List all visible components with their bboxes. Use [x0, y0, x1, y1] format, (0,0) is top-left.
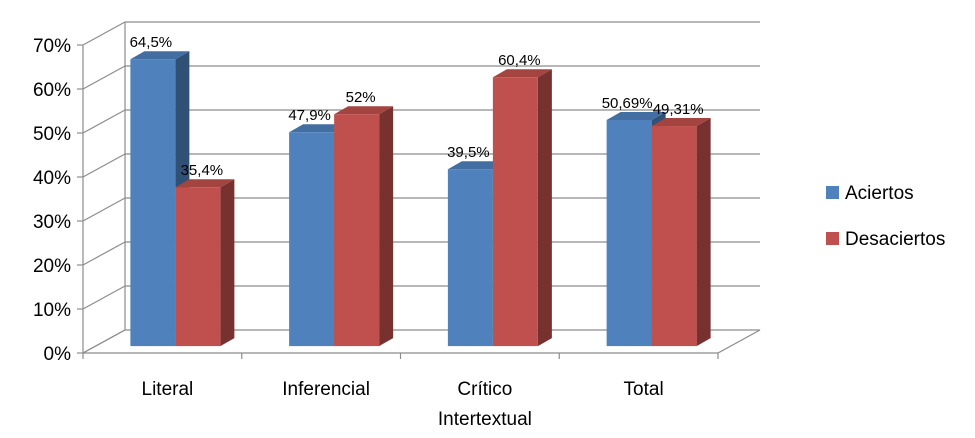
- bar-front: [492, 77, 538, 347]
- gridline-diagonal: [82, 285, 126, 310]
- bar-front: [606, 119, 652, 347]
- bar-front: [651, 126, 697, 347]
- x-category-label: Inferencial: [282, 379, 370, 400]
- y-tick-label: 40%: [33, 168, 71, 189]
- gridline-diagonal: [82, 197, 126, 222]
- data-label: 47,9%: [288, 107, 331, 124]
- bar-top: [606, 111, 666, 120]
- data-label: 50,69%: [602, 95, 653, 112]
- y-axis-tick-labels: 0% 10% 20% 30% 40% 50% 60% 70%: [33, 36, 71, 365]
- y-tick-label: 0%: [44, 344, 72, 365]
- gridline-diagonal: [82, 329, 126, 354]
- bar-top: [130, 51, 190, 60]
- bar-top: [447, 161, 507, 170]
- gridline-diagonal: [82, 153, 126, 178]
- gridline-diagonal: [82, 65, 126, 90]
- bar-front: [289, 132, 335, 347]
- x-category-label: Literal: [142, 379, 194, 400]
- x-category-label: Total: [624, 379, 664, 400]
- legend-label: Desaciertos: [845, 229, 945, 250]
- x-category-label: Crítico: [457, 379, 512, 400]
- bar-side: [696, 118, 711, 347]
- y-tick-label: 60%: [33, 80, 71, 101]
- bar-side: [537, 69, 552, 347]
- data-label: 35,4%: [181, 162, 224, 179]
- bar-front: [130, 59, 176, 347]
- y-tick-label: 20%: [33, 256, 71, 277]
- gridline-diagonal: [82, 21, 126, 46]
- bar-desaciertos-2: [492, 69, 552, 347]
- x-axis-category-labels: Literal Inferencial Crítico Intertextual Tot…: [142, 379, 664, 430]
- bar-top: [289, 124, 349, 133]
- legend-swatch: [826, 186, 839, 199]
- data-label: 52%: [346, 89, 376, 106]
- bar-side: [379, 106, 394, 347]
- bar-side: [220, 179, 235, 347]
- bar-desaciertos-3: [651, 118, 711, 347]
- x-category-label: Intertextual: [438, 409, 532, 430]
- legend-label: Aciertos: [845, 183, 914, 204]
- bar-top: [334, 106, 394, 115]
- gridline-diagonal: [82, 241, 126, 266]
- bars: [130, 51, 711, 347]
- data-label: 39,5%: [447, 144, 490, 161]
- y-tick-label: 10%: [33, 300, 71, 321]
- bar-front: [447, 169, 493, 347]
- y-tick-label: 50%: [33, 124, 71, 145]
- bar-front: [334, 114, 380, 347]
- data-label: 64,5%: [130, 34, 173, 51]
- y-tick-label: 70%: [33, 36, 71, 57]
- bar-aciertos-0: [130, 51, 190, 347]
- legend: Aciertos Desaciertos: [826, 183, 945, 250]
- gridline-diagonal: [82, 109, 126, 134]
- data-label: 49,31%: [653, 101, 704, 118]
- bar-top: [492, 69, 552, 78]
- bar-top: [175, 179, 235, 188]
- data-labels: 64,5% 35,4% 47,9% 52% 39,5% 60,4% 50,69% 49,31%: [130, 34, 704, 179]
- data-label: 60,4%: [498, 52, 541, 69]
- bar-desaciertos-0: [175, 179, 235, 347]
- bar-desaciertos-1: [334, 106, 394, 347]
- legend-swatch: [826, 232, 839, 245]
- bar-front: [175, 187, 221, 347]
- bar-top: [651, 118, 711, 127]
- y-tick-label: 30%: [33, 212, 71, 233]
